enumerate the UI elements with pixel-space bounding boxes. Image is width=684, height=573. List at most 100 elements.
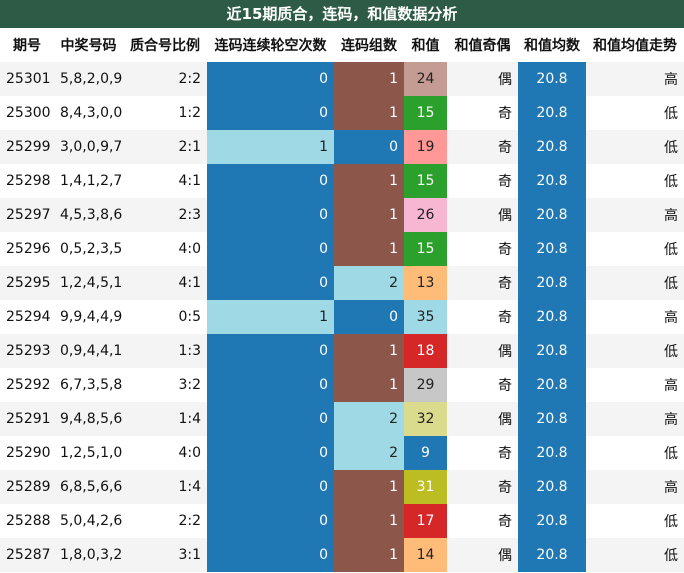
gap-cell: 0 [207,96,334,130]
header-trend: 和值均值走势 [586,28,684,62]
groups-cell: 1 [334,368,404,402]
sum-cell: 14 [404,538,447,572]
numbers-cell: 3,0,0,9,7 [54,130,123,164]
parity-cell: 奇 [447,436,518,470]
groups-cell: 1 [334,334,404,368]
trend-cell: 高 [586,62,684,96]
gap-cell: 0 [207,538,334,572]
groups-cell: 1 [334,62,404,96]
numbers-cell: 1,4,1,2,7 [54,164,123,198]
sum-cell: 15 [404,96,447,130]
table-row: 25298 1,4,1,2,7 4:1 0 1 15 奇 20.8 低 [0,164,684,198]
avg-cell: 20.8 [518,402,586,436]
issue-cell: 25291 [0,402,54,436]
groups-cell: 1 [334,96,404,130]
parity-cell: 偶 [447,62,518,96]
avg-cell: 20.8 [518,436,586,470]
avg-cell: 20.8 [518,164,586,198]
gap-cell: 0 [207,232,334,266]
gap-cell: 0 [207,334,334,368]
numbers-cell: 1,2,4,5,1 [54,266,123,300]
trend-cell: 高 [586,402,684,436]
header-groups: 连码组数 [334,28,404,62]
gap-cell: 0 [207,504,334,538]
issue-cell: 25290 [0,436,54,470]
avg-cell: 20.8 [518,266,586,300]
numbers-cell: 5,8,2,0,9 [54,62,123,96]
ratio-cell: 1:3 [123,334,207,368]
numbers-cell: 9,4,8,5,6 [54,402,123,436]
numbers-cell: 9,9,4,4,9 [54,300,123,334]
trend-cell: 低 [586,334,684,368]
groups-cell: 1 [334,538,404,572]
sum-cell: 18 [404,334,447,368]
avg-cell: 20.8 [518,96,586,130]
gap-cell: 0 [207,164,334,198]
groups-cell: 1 [334,198,404,232]
issue-cell: 25297 [0,198,54,232]
avg-cell: 20.8 [518,334,586,368]
groups-cell: 1 [334,164,404,198]
parity-cell: 偶 [447,334,518,368]
avg-cell: 20.8 [518,300,586,334]
header-row: 期号 中奖号码 质合号比例 连码连续轮空次数 连码组数 和值 和值奇偶 和值均数… [0,28,684,62]
ratio-cell: 3:1 [123,538,207,572]
parity-cell: 偶 [447,198,518,232]
sum-cell: 26 [404,198,447,232]
trend-cell: 低 [586,504,684,538]
parity-cell: 奇 [447,368,518,402]
trend-cell: 低 [586,266,684,300]
issue-cell: 25287 [0,538,54,572]
parity-cell: 偶 [447,538,518,572]
header-sum: 和值 [404,28,447,62]
sum-cell: 32 [404,402,447,436]
ratio-cell: 1:4 [123,402,207,436]
ratio-cell: 2:2 [123,504,207,538]
header-parity: 和值奇偶 [447,28,518,62]
sum-cell: 24 [404,62,447,96]
groups-cell: 0 [334,300,404,334]
numbers-cell: 0,9,4,4,1 [54,334,123,368]
sum-cell: 31 [404,470,447,504]
parity-cell: 奇 [447,130,518,164]
header-gap: 连码连续轮空次数 [207,28,334,62]
table-row: 25296 0,5,2,3,5 4:0 0 1 15 奇 20.8 低 [0,232,684,266]
header-avg: 和值均数 [518,28,586,62]
header-ratio: 质合号比例 [123,28,207,62]
avg-cell: 20.8 [518,232,586,266]
avg-cell: 20.8 [518,62,586,96]
groups-cell: 1 [334,470,404,504]
trend-cell: 高 [586,470,684,504]
table-row: 25297 4,5,3,8,6 2:3 0 1 26 偶 20.8 高 [0,198,684,232]
numbers-cell: 6,8,5,6,6 [54,470,123,504]
numbers-cell: 0,5,2,3,5 [54,232,123,266]
lottery-analysis-table: 期号 中奖号码 质合号比例 连码连续轮空次数 连码组数 和值 和值奇偶 和值均数… [0,28,684,572]
numbers-cell: 6,7,3,5,8 [54,368,123,402]
gap-cell: 0 [207,62,334,96]
sum-cell: 17 [404,504,447,538]
table-row: 25301 5,8,2,0,9 2:2 0 1 24 偶 20.8 高 [0,62,684,96]
groups-cell: 2 [334,266,404,300]
table-row: 25294 9,9,4,4,9 0:5 1 0 35 奇 20.8 高 [0,300,684,334]
avg-cell: 20.8 [518,198,586,232]
ratio-cell: 3:2 [123,368,207,402]
issue-cell: 25292 [0,368,54,402]
parity-cell: 奇 [447,96,518,130]
parity-cell: 奇 [447,232,518,266]
sum-cell: 15 [404,232,447,266]
gap-cell: 0 [207,368,334,402]
trend-cell: 低 [586,130,684,164]
trend-cell: 高 [586,198,684,232]
trend-cell: 低 [586,232,684,266]
table-row: 25289 6,8,5,6,6 1:4 0 1 31 奇 20.8 高 [0,470,684,504]
groups-cell: 2 [334,436,404,470]
table-row: 25300 8,4,3,0,0 1:2 0 1 15 奇 20.8 低 [0,96,684,130]
table-row: 25291 9,4,8,5,6 1:4 0 2 32 偶 20.8 高 [0,402,684,436]
gap-cell: 0 [207,402,334,436]
gap-cell: 1 [207,300,334,334]
ratio-cell: 4:1 [123,164,207,198]
groups-cell: 2 [334,402,404,436]
trend-cell: 高 [586,300,684,334]
table-row: 25299 3,0,0,9,7 2:1 1 0 19 奇 20.8 低 [0,130,684,164]
issue-cell: 25299 [0,130,54,164]
